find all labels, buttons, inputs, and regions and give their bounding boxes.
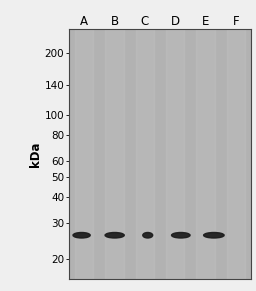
Bar (166, 29, 184, 279)
Ellipse shape (143, 233, 153, 238)
Ellipse shape (105, 233, 124, 238)
Bar (105, 29, 124, 279)
Ellipse shape (40, 233, 57, 238)
Bar (227, 29, 245, 279)
Ellipse shape (172, 233, 190, 238)
Ellipse shape (204, 233, 224, 238)
Bar (75, 29, 93, 279)
Bar (196, 29, 215, 279)
Ellipse shape (73, 233, 90, 238)
Bar (136, 29, 154, 279)
Y-axis label: kDa: kDa (29, 141, 42, 167)
